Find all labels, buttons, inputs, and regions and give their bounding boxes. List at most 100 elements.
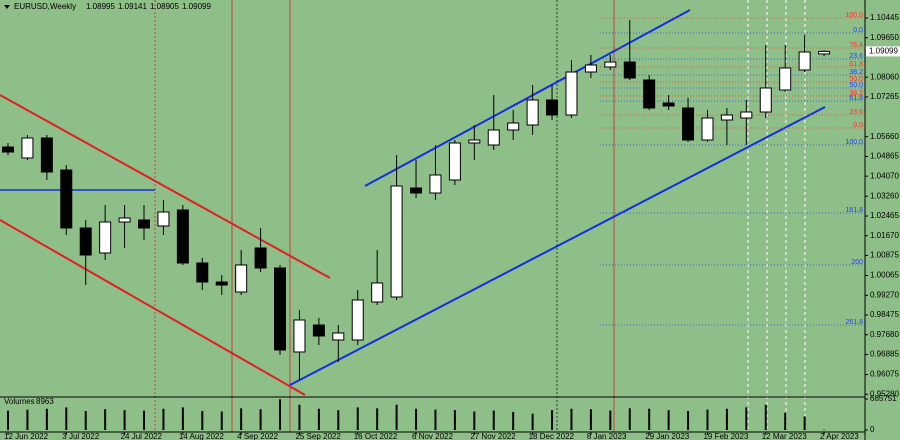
candle-body (60, 169, 73, 229)
candle-body (390, 185, 403, 298)
fib-label: 38.2 (849, 69, 863, 76)
candle-body (215, 281, 228, 286)
x-tick-label: 18 Dec 2022 (529, 432, 575, 440)
x-tick-label: 12 Jun 2022 (4, 432, 49, 440)
candle-body (429, 174, 442, 194)
candle-body (176, 209, 189, 264)
header-high: 1.09141 (118, 2, 147, 11)
header-close: 1.09099 (182, 2, 211, 11)
candle-body (487, 129, 500, 146)
candle-body (293, 319, 306, 353)
fib-label: 100.0 (845, 139, 863, 146)
candle-body (254, 247, 267, 269)
candle-body (138, 219, 151, 229)
fib-label: 100.0 (845, 12, 863, 19)
fib-label: 0.0 (853, 27, 863, 34)
fib-label: 76.4 (849, 42, 863, 49)
menu-arrow (4, 5, 10, 9)
x-tick-label: 24 Jul 2022 (121, 432, 163, 440)
candle-body (157, 211, 170, 227)
price-box-label: 1.09099 (869, 46, 898, 55)
candle-body (274, 267, 287, 351)
candle-body (565, 71, 578, 116)
candle-body (682, 107, 695, 141)
candle-body (99, 221, 112, 254)
fib-label: 61.8 (849, 61, 863, 68)
candle-body (332, 332, 345, 341)
y-tick-label: 1.00875 (870, 251, 899, 260)
plot-area (0, 0, 865, 432)
chart-title: EURUSD,Weekly (14, 2, 76, 11)
fib-label: 61.8 (849, 95, 863, 102)
fib-label: 23.6 (849, 53, 863, 60)
y-tick-label: 0.96885 (870, 350, 899, 359)
fib-label: 38.2 (849, 90, 863, 97)
candle-body (507, 122, 520, 131)
candle-body (79, 227, 92, 256)
candle-body (584, 64, 597, 73)
candle-body (21, 137, 34, 159)
y-tick-label: 1.00065 (870, 271, 899, 280)
candle-body (118, 217, 131, 223)
candle-body (448, 142, 461, 181)
x-tick-label: 2 Apr 2023 (820, 432, 859, 440)
fib-label: 23.6 (849, 109, 863, 116)
y-tick-label: 0.96075 (870, 370, 899, 379)
candle-body (351, 299, 364, 341)
y-tick-label: 0.97680 (870, 330, 899, 339)
fib-label: 200 (851, 259, 863, 266)
x-tick-label: 4 Sep 2022 (237, 432, 278, 440)
x-tick-label: 8 Jan 2023 (587, 432, 627, 440)
y-tick-label: 1.07265 (870, 92, 899, 101)
candle-body (662, 102, 675, 107)
x-tick-label: 14 Aug 2022 (179, 432, 224, 440)
x-tick-label: 19 Feb 2023 (703, 432, 748, 440)
y-tick-label: 1.03260 (870, 191, 899, 200)
y-tick-label: 1.08060 (870, 72, 899, 81)
candle-body (410, 187, 423, 194)
candle-body (371, 282, 384, 303)
candle-body (643, 79, 656, 109)
candle-body (779, 67, 792, 91)
x-tick-label: 6 Nov 2022 (412, 432, 453, 440)
candle-body (2, 146, 14, 153)
candle-body (818, 50, 831, 55)
x-tick-label: 25 Sep 2022 (295, 432, 341, 440)
candle-body (312, 324, 325, 337)
price-box (866, 46, 900, 57)
y-tick-label: 1.01670 (870, 231, 899, 240)
candle-body (701, 117, 714, 141)
volume-tick-label: 0 (870, 425, 875, 434)
volume-tick-label: 685751 (870, 394, 897, 403)
fib-label: 161.8 (845, 207, 863, 214)
candle-body (720, 114, 733, 121)
y-tick-label: 1.02465 (870, 211, 899, 220)
candle-body (40, 137, 53, 173)
x-tick-label: 12 Mar 2023 (762, 432, 807, 440)
fib-label: 261.8 (845, 319, 863, 326)
header-low: 1.08905 (150, 2, 179, 11)
candle-body (759, 87, 772, 113)
candle-body (468, 139, 481, 144)
volume-last: 8963 (36, 397, 54, 406)
fib-label: 0.0 (853, 122, 863, 129)
y-tick-label: 1.05660 (870, 132, 899, 141)
fib-label: 50.0 (849, 76, 863, 83)
candle-body (604, 61, 617, 68)
candle-body (196, 262, 209, 283)
fib-label: 50.0 (849, 82, 863, 89)
y-tick-label: 0.98475 (870, 310, 899, 319)
y-tick-label: 0.95280 (870, 389, 899, 398)
candle-body (623, 61, 636, 79)
y-tick-label: 1.04865 (870, 152, 899, 161)
volume-label: Volumes (4, 397, 35, 406)
candle-body (546, 99, 559, 116)
x-tick-label: 27 Nov 2022 (470, 432, 516, 440)
y-tick-label: 1.09650 (870, 33, 899, 42)
trendlines (0, 9, 826, 396)
candle-body (798, 51, 811, 71)
x-tick-label: 29 Jan 2023 (645, 432, 690, 440)
header-open: 1.08995 (86, 2, 115, 11)
